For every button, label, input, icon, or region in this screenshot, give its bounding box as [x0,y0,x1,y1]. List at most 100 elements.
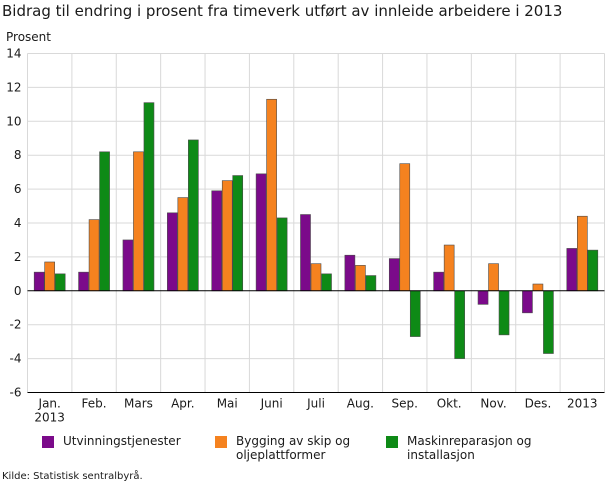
bar [321,273,332,292]
bar [188,139,199,292]
x-tick-label-line: Mars [124,397,153,411]
x-tick-label-line: 2013 [34,411,65,425]
bar [232,175,244,292]
x-tick-label-line: Okt. [437,397,462,411]
bar [477,290,489,305]
x-tick-label-line: Des. [525,397,552,411]
x-tick-label-line: Aug. [347,397,374,411]
x-tick-label: Apr. [171,397,194,411]
legend-label-line: Utvinningstjenester [63,434,181,448]
bar [488,263,499,292]
bar [409,290,421,337]
bar [88,219,100,292]
x-tick-label-line: 2013 [567,397,598,411]
bar [266,98,277,292]
y-tick-label: -2 [10,318,22,332]
bar [54,273,66,292]
x-tick-label-line: Apr. [171,397,194,411]
bar [177,197,189,292]
bar [33,271,45,292]
bar [522,290,533,314]
bars [33,98,599,359]
legend-label: Maskinreparasjon og installasjon [407,434,531,462]
bar [365,275,377,292]
x-tick-label-line: Jan. [38,397,61,411]
bar [310,263,322,292]
legend-label-line: Maskinreparasjon og [407,434,532,448]
y-tick-label: 6 [14,182,22,196]
x-tick-label-line: Juni [260,397,283,411]
x-tick-label: Okt. [437,397,462,411]
legend-item-utvinningstjenester: Utvinningstjenester [42,434,181,448]
y-axis-label: Prosent [6,30,51,44]
x-tick-label-line: Feb. [82,397,107,411]
y-tick-label: 2 [14,250,22,264]
bar [344,254,356,292]
x-tick-label: Juli [306,397,325,411]
y-tick-label: -6 [10,386,22,400]
bar [78,271,89,292]
bar [399,163,411,292]
x-tick-label-line: Nov. [480,397,506,411]
y-tick-label: -4 [10,352,22,366]
x-tick-label: 2013 [567,397,598,411]
legend-label-line: Bygging av skip og [236,434,351,448]
x-tick-label: Mai [217,397,238,411]
legend-label: Bygging av skip og oljeplattformer [236,434,350,462]
bar [566,248,578,292]
x-tick-label: Aug. [347,397,374,411]
source-note: Kilde: Statistisk sentralbyrå. [2,471,143,482]
axes [27,290,605,393]
y-tick-label: 0 [14,284,22,298]
bar [300,214,311,292]
legend-label: Utvinningstjenester [63,434,181,448]
x-tick-label: Jan. 2013 [34,397,65,425]
legend-label-line: oljeplattformer [236,448,326,462]
legend-item-bygging-av-skip: Bygging av skip og oljeplattformer [215,434,350,462]
y-tick-label: 8 [14,148,22,162]
bar [587,249,599,292]
bar [211,190,223,292]
legend-swatch [42,436,54,448]
y-tick-label: 10 [6,114,21,128]
x-tick-label-line: Sep. [392,397,418,411]
bar [577,215,588,292]
bar [99,151,110,292]
legend-item-maskinreparasjon: Maskinreparasjon og installasjon [386,434,531,462]
x-tick-label: Feb. [82,397,107,411]
bar [355,265,366,292]
bar [221,180,233,292]
bar [167,212,178,292]
x-tick-label-line: Juli [306,397,325,411]
x-tick-label: Juni [260,397,283,411]
x-tick-label: Sep. [392,397,418,411]
bar [255,173,267,292]
bar [388,258,400,292]
bar [143,102,155,292]
x-tick-label: Mars [124,397,153,411]
x-tick-label: Des. [525,397,552,411]
y-tick-label: 12 [6,80,21,94]
bar [276,217,288,292]
bar [498,290,510,336]
bar [443,244,455,292]
x-tick-label-line: Mai [217,397,238,411]
bar [122,239,134,292]
bar [44,261,55,292]
gridlines [27,53,605,393]
bar [454,290,465,359]
y-tick-label: 14 [6,47,21,61]
legend-swatch [386,436,398,448]
x-tick-label: Nov. [480,397,506,411]
y-tick-labels: -6 -4 -2 0 2 4 6 8 10 12 14 [6,47,21,400]
bar [133,151,144,292]
y-tick-label: 4 [14,216,22,230]
bar [433,271,444,292]
bar [543,290,554,354]
legend-label-line: installasjon [407,448,475,462]
legend-swatch [215,436,227,448]
chart-title: Bidrag til endring i prosent fra timever… [2,2,563,20]
bar [532,283,544,292]
